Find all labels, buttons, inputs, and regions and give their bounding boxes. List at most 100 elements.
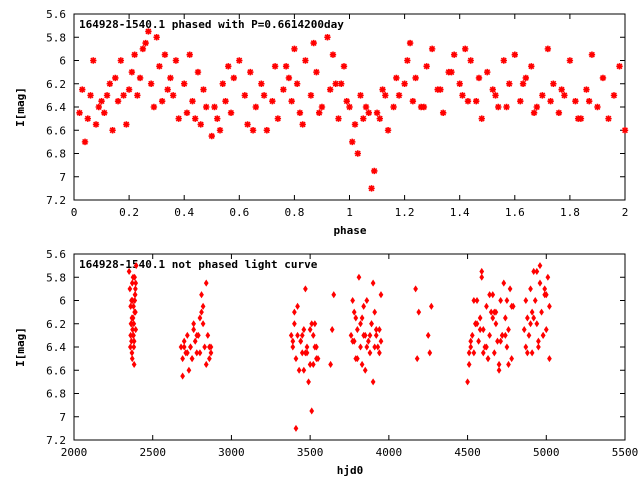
data-point [359, 314, 365, 322]
data-point [496, 360, 502, 368]
data-point [413, 285, 418, 293]
phased-y-tick-label: 7.2 [46, 194, 66, 207]
data-point [331, 291, 337, 299]
data-point [437, 86, 444, 93]
data-point [225, 63, 232, 70]
data-point [428, 45, 436, 53]
data-point [350, 296, 356, 305]
data-point [132, 296, 138, 305]
data-point [459, 92, 466, 99]
data-point [106, 80, 114, 87]
data-point [372, 308, 378, 316]
phased-x-tick-label: 1.4 [450, 206, 470, 219]
data-point [621, 127, 629, 134]
data-point [375, 343, 381, 351]
phased-x-tick-label: 0.8 [284, 206, 304, 219]
data-point [585, 97, 593, 105]
data-point [299, 121, 306, 128]
data-point [409, 97, 417, 105]
data-point [503, 103, 510, 111]
data-point [269, 97, 276, 105]
data-point [498, 337, 503, 345]
data-point [354, 150, 361, 157]
unphased-x-tick-label: 5000 [533, 446, 560, 459]
data-point [550, 80, 557, 87]
unphased-x-axis-label: hjd0 [337, 464, 364, 477]
data-point [79, 86, 86, 93]
phased-y-tick-label: 5.6 [46, 8, 66, 21]
data-point [393, 74, 400, 82]
data-point [484, 302, 489, 310]
data-point [429, 302, 434, 310]
data-point [307, 326, 313, 334]
phased-x-tick-label: 1.2 [395, 206, 415, 219]
data-point [127, 285, 133, 293]
data-point [351, 337, 357, 345]
phased-ticks: 0 0.2 0.4 0.6 0.8 1 1.2 1.4 1.6 1.8 2 5.6 5.8 6 6.2 6.4… [46, 8, 628, 219]
data-point [484, 343, 489, 351]
data-point [208, 349, 214, 357]
data-point [200, 320, 206, 328]
data-point [373, 326, 379, 334]
data-point [194, 68, 202, 76]
data-point [302, 57, 309, 64]
data-point [574, 115, 582, 122]
data-point [467, 57, 474, 64]
data-point [184, 349, 190, 357]
data-point [531, 267, 537, 275]
data-point [477, 326, 483, 334]
data-point [109, 127, 116, 134]
data-point [153, 34, 160, 41]
phased-y-axis-label: I[mag] [14, 87, 27, 127]
data-point [471, 349, 477, 357]
data-point [367, 331, 373, 339]
data-point [164, 86, 171, 93]
data-point [487, 291, 492, 299]
data-point [605, 115, 612, 122]
data-point [183, 109, 191, 117]
data-point [314, 355, 319, 363]
data-point [208, 343, 214, 351]
data-point [211, 103, 218, 111]
data-point [117, 57, 125, 64]
data-point [368, 185, 375, 192]
data-point [382, 92, 389, 99]
data-point [131, 343, 137, 351]
data-point [378, 337, 384, 345]
data-point [456, 80, 463, 87]
data-point [197, 121, 204, 128]
data-point [101, 109, 108, 117]
data-point [475, 74, 483, 82]
phased-y-tick-label: 5.8 [46, 31, 66, 44]
phased-y-tick-label: 6 [59, 55, 66, 68]
data-point [480, 349, 486, 357]
data-point [362, 103, 370, 111]
data-point [504, 343, 510, 351]
data-point [290, 343, 296, 351]
data-point [469, 331, 475, 339]
data-point [329, 51, 337, 58]
unphased-y-axis-label: I[mag] [14, 327, 27, 367]
data-point [378, 291, 384, 299]
data-point [536, 337, 541, 345]
data-point [370, 378, 376, 386]
data-point [335, 115, 342, 122]
data-point [129, 355, 135, 363]
data-point [332, 80, 339, 87]
data-point [207, 355, 212, 363]
data-point [416, 308, 422, 316]
data-point [377, 349, 382, 357]
data-point [161, 51, 169, 58]
data-point [292, 308, 297, 316]
data-point [130, 273, 136, 281]
data-point [364, 343, 370, 351]
data-point [84, 115, 91, 122]
unphased-x-tick-label: 3000 [218, 446, 245, 459]
data-point [186, 51, 193, 58]
data-point [537, 262, 543, 270]
phased-x-tick-label: 1.6 [505, 206, 525, 219]
unphased-y-tick-label: 6.2 [46, 318, 66, 331]
data-point [127, 343, 133, 351]
unphased-x-tick-label: 4000 [376, 446, 403, 459]
data-point [373, 109, 381, 117]
